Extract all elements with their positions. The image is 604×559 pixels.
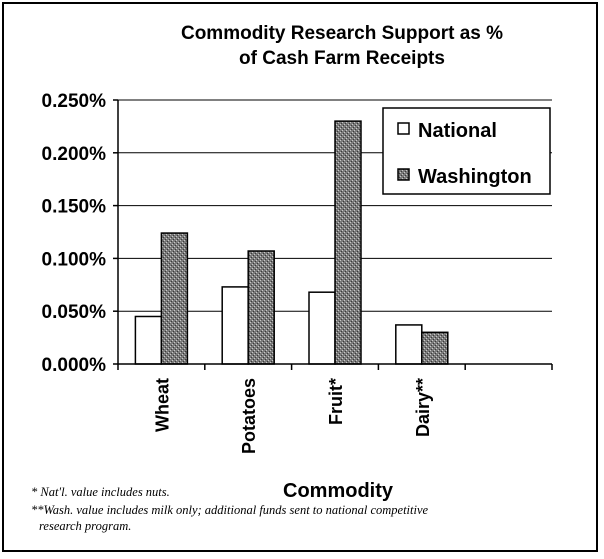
y-axis-tick-labels: 0.000% 0.050% 0.100% 0.150% 0.200% 0.250% (42, 91, 107, 376)
footnote-2-line-1: **Wash. value includes milk only; additi… (31, 503, 429, 517)
axes (113, 99, 553, 370)
category-label: Dairy** (413, 378, 433, 437)
bar-national-dairy (395, 324, 423, 365)
category-label: Potatoes (239, 378, 259, 454)
bar-national-wheat (134, 315, 163, 365)
legend-label-national: National (418, 120, 497, 142)
legend: National Washington (382, 107, 551, 195)
bar-national-fruit (308, 291, 336, 365)
footnote-2-line-2: research program. (39, 519, 132, 533)
bars (134, 120, 449, 365)
footnote-1: * Nat'l. value includes nuts. (31, 485, 170, 499)
chart-title-line-1: Commodity Research Support as % (181, 23, 503, 44)
legend-swatch-national (397, 122, 410, 135)
legend-box (382, 107, 551, 195)
y-tick-label: 0.100% (42, 249, 107, 270)
y-tick-label: 0.250% (42, 91, 107, 112)
legend-swatch-washington (397, 168, 410, 181)
y-tick-label: 0.200% (42, 144, 107, 165)
category-label: Wheat (152, 378, 172, 432)
legend-label-washington: Washington (418, 166, 532, 188)
category-label: Fruit* (326, 378, 346, 425)
bar-washington-dairy (421, 331, 449, 365)
bar-national-potatoes (221, 286, 249, 365)
category-labels: Wheat Potatoes Fruit* Dairy** (152, 378, 432, 454)
y-tick-label: 0.050% (42, 302, 107, 323)
bar-washington-fruit (334, 120, 362, 365)
y-tick-label: 0.150% (42, 197, 107, 218)
y-tick-label: 0.000% (42, 355, 107, 376)
chart-frame (2, 2, 598, 552)
chart-title-line-2: of Cash Farm Receipts (239, 48, 445, 69)
bar-washington-wheat (160, 232, 189, 365)
x-axis-label: Commodity (283, 480, 394, 502)
bar-washington-potatoes (247, 250, 275, 365)
